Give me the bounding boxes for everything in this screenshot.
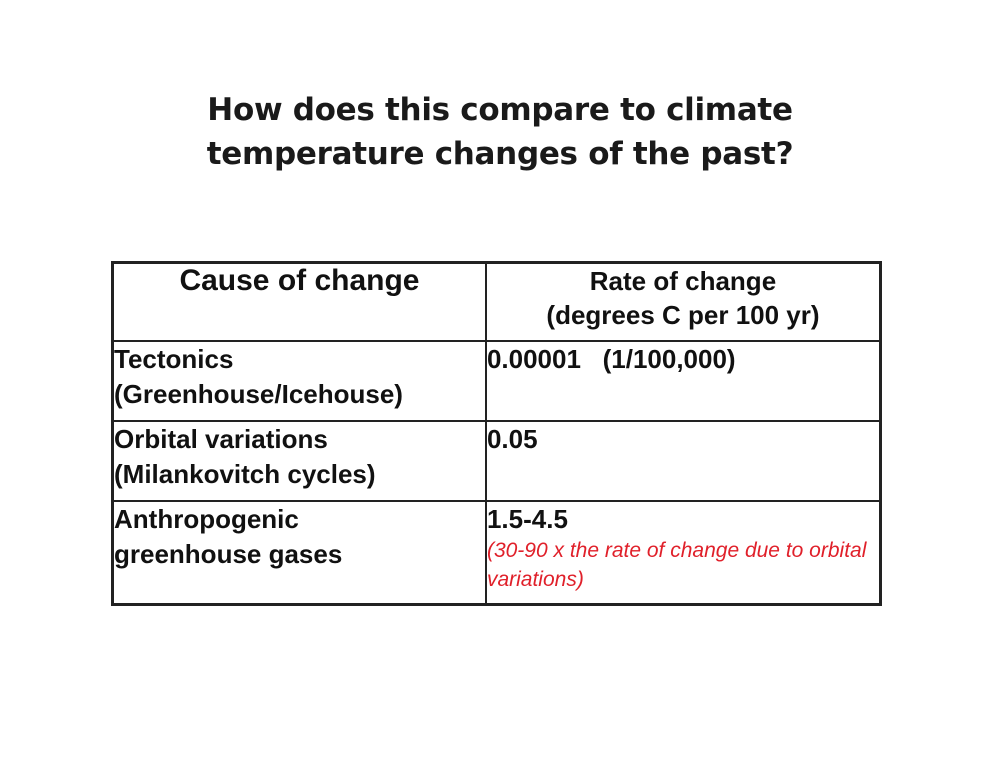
rate-cell: 1.5-4.5 (30-90 x the rate of change due … bbox=[484, 499, 882, 606]
header-cause: Cause of change bbox=[111, 261, 487, 342]
cause-line-1: Tectonics bbox=[114, 343, 234, 374]
cause-line-2: (Greenhouse/Icehouse) bbox=[114, 378, 403, 409]
slide-title-line-2: temperature changes of the past? bbox=[206, 136, 794, 172]
rate-cell: 0.00001 (1/100,000) bbox=[484, 339, 882, 422]
rate-value: 1.5-4.5 bbox=[486, 503, 568, 534]
rate-value: 0.05 bbox=[486, 423, 538, 454]
slide-title-line-1: How does this compare to climate bbox=[207, 92, 793, 128]
cause-cell: Anthropogenic greenhouse gases bbox=[111, 499, 487, 606]
cause-line-2: (Milankovitch cycles) bbox=[114, 458, 376, 489]
table-row: Anthropogenic greenhouse gases 1.5-4.5 (… bbox=[111, 499, 882, 606]
cause-cell: Tectonics (Greenhouse/Icehouse) bbox=[111, 339, 487, 422]
cause-line-1: Anthropogenic bbox=[114, 503, 299, 534]
cause-line-2: greenhouse gases bbox=[114, 538, 343, 569]
cause-line-1: Orbital variations bbox=[114, 423, 328, 454]
header-rate-line-2: (degrees C per 100 yr) bbox=[546, 300, 820, 330]
table-row: Tectonics (Greenhouse/Icehouse) 0.00001 … bbox=[111, 339, 882, 422]
slide-title: How does this compare to climate tempera… bbox=[0, 88, 1000, 176]
header-rate: Rate of change (degrees C per 100 yr) bbox=[484, 261, 882, 342]
rate-cell: 0.05 bbox=[484, 419, 882, 502]
cause-cell: Orbital variations (Milankovitch cycles) bbox=[111, 419, 487, 502]
rate-value: 0.00001 (1/100,000) bbox=[486, 343, 736, 374]
climate-rate-table: Cause of change Rate of change (degrees … bbox=[111, 261, 882, 606]
table-row: Orbital variations (Milankovitch cycles)… bbox=[111, 419, 882, 502]
table-header-row: Cause of change Rate of change (degrees … bbox=[111, 261, 882, 342]
header-rate-line-1: Rate of change bbox=[589, 266, 777, 296]
rate-note: (30-90 x the rate of change due to orbit… bbox=[486, 538, 867, 591]
